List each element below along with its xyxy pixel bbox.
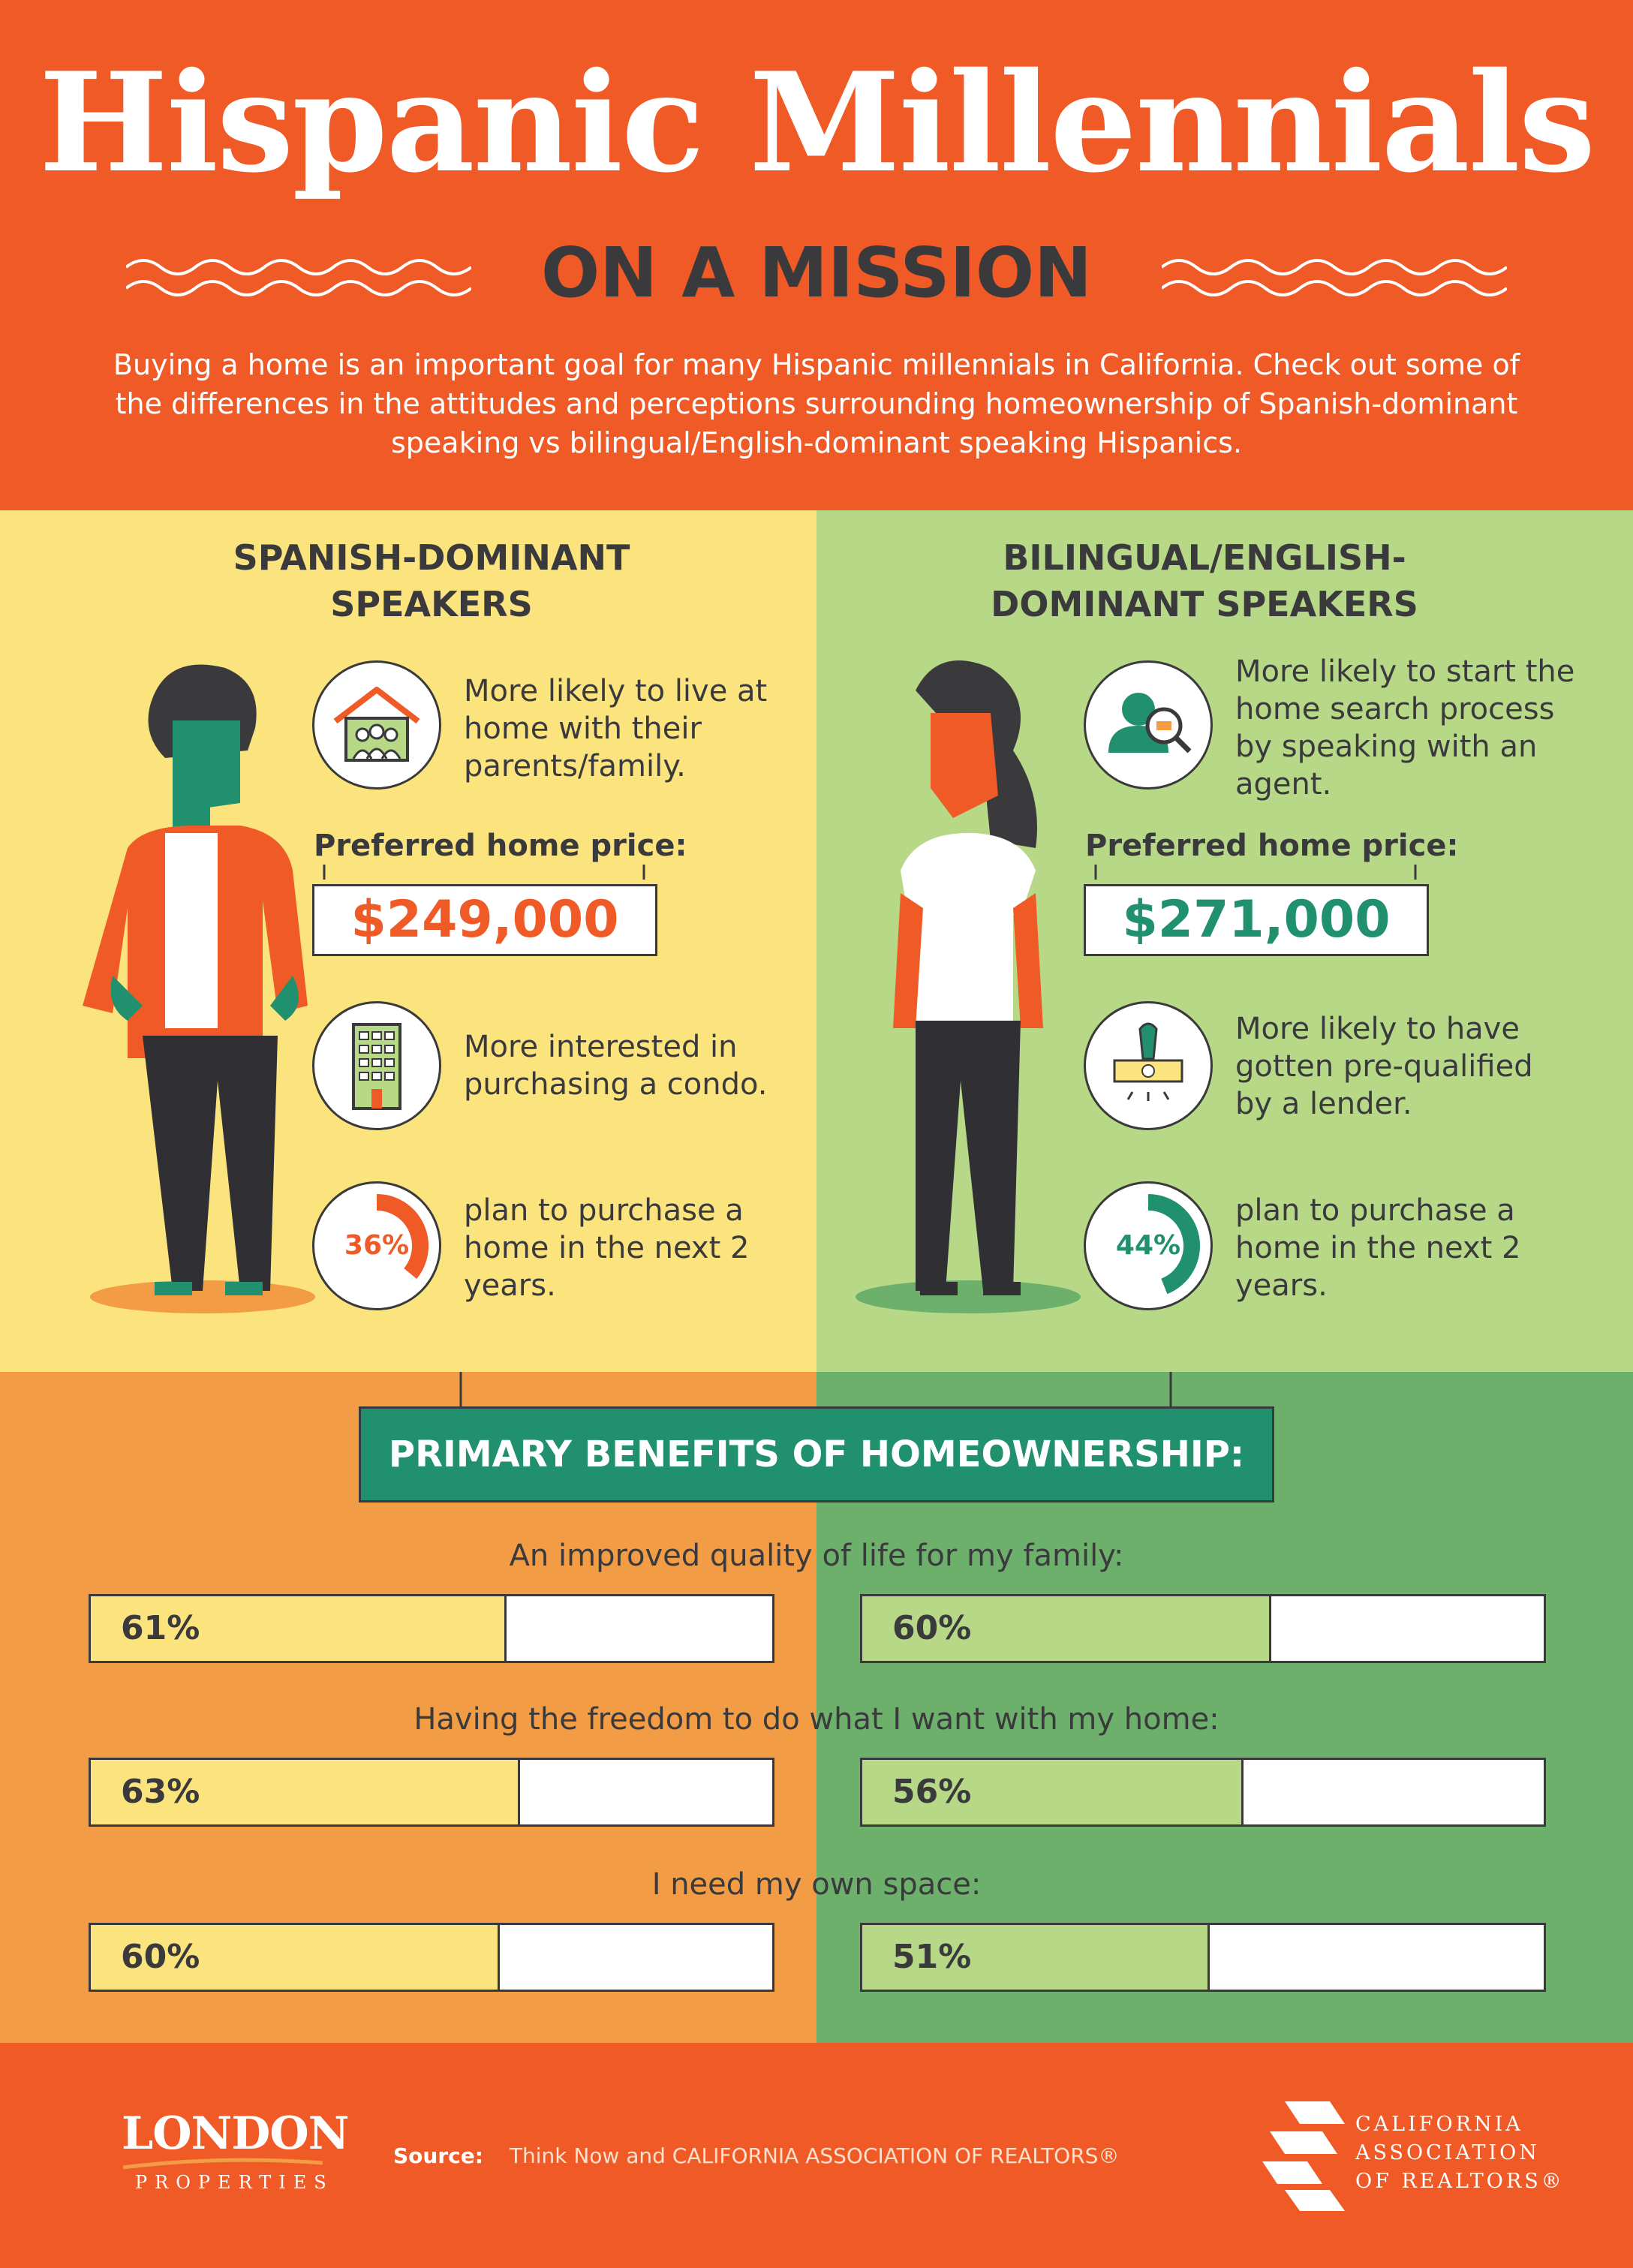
woman-illustration: [856, 660, 1081, 1313]
bar-track: 61%: [89, 1594, 774, 1663]
page-subtitle: ON A MISSION: [540, 233, 1093, 313]
benefits-heading: PRIMARY BENEFITS OF HOMEOWNERSHIP:: [359, 1406, 1274, 1502]
car-line-2: ASSOCIATION: [1355, 2141, 1540, 2164]
logo-london-text: LONDON: [122, 2107, 349, 2160]
bar-fill: [91, 1596, 507, 1661]
spanish-fact-1: More likely to live at home with their p…: [464, 674, 768, 784]
bar-fill: [91, 1925, 500, 1990]
car-line-3: OF REALTORS®: [1355, 2170, 1565, 2193]
house-family-icon: [312, 660, 441, 790]
question-2: Having the freedom to do what I want wit…: [414, 1702, 1219, 1737]
bar-value-label: 60%: [892, 1609, 972, 1647]
spanish-fact-2: More interested in purchasing a condo.: [464, 1030, 768, 1102]
bilingual-panel-title: BILINGUAL/ENGLISH-DOMINANT SPEAKERS: [991, 537, 1418, 624]
spanish-donut-chart: [312, 1181, 441, 1310]
bar-fill: [862, 1760, 1244, 1824]
bilingual-price: $271,000: [1084, 884, 1429, 956]
london-properties-logo: LONDON PROPERTIES: [122, 2107, 349, 2193]
bar-fill: [862, 1925, 1210, 1990]
spanish-donut-value: 36%: [344, 1230, 410, 1261]
wave-decoration-right: [1162, 259, 1507, 296]
source-label: Source:: [393, 2143, 483, 2168]
header-band: [0, 0, 1633, 510]
bar-value-label: 56%: [892, 1773, 972, 1811]
bar-track: 51%: [860, 1923, 1546, 1992]
bilingual-plan-text: plan to purchase a home in the next 2 ye…: [1235, 1193, 1521, 1303]
price-bracket: [1094, 865, 1417, 880]
spanish-plan-text: plan to purchase a home in the next 2 ye…: [464, 1193, 750, 1303]
bar-value-label: 61%: [121, 1609, 200, 1647]
source-line: Source: Think Now and CALIFORNIA ASSOCIA…: [393, 2143, 1119, 2168]
approval-stamp-icon: [1084, 1001, 1213, 1130]
car-line-1: CALIFORNIA: [1355, 2113, 1523, 2136]
footer: [0, 2043, 1633, 2268]
question-3: I need my own space:: [651, 1867, 982, 1902]
bilingual-price-label: Preferred home price:: [1085, 829, 1459, 863]
bar-fill: [862, 1596, 1271, 1661]
connector-lines: [459, 1372, 1172, 1408]
bar-track: 56%: [860, 1758, 1546, 1827]
condo-building-icon: [312, 1001, 441, 1130]
logo-properties-text: PROPERTIES: [135, 2172, 334, 2193]
california-realtors-emblem: [1262, 2101, 1345, 2211]
bar-track: 60%: [89, 1923, 774, 1992]
bar-value-label: 51%: [892, 1938, 972, 1976]
agent-search-icon: [1084, 660, 1213, 790]
bar-value-label: 63%: [121, 1773, 200, 1811]
wave-decoration-left: [126, 259, 471, 296]
bilingual-fact-1: More likely to start the home search pro…: [1235, 654, 1575, 802]
bilingual-donut-chart: [1084, 1181, 1213, 1310]
question-1: An improved quality of life for my famil…: [509, 1539, 1124, 1573]
logo-swoosh: [122, 2158, 323, 2170]
price-bracket: [323, 865, 645, 880]
bar-track: 60%: [860, 1594, 1546, 1663]
man-illustration: [83, 664, 315, 1313]
bilingual-donut-value: 44%: [1115, 1230, 1181, 1261]
bar-track: 63%: [89, 1758, 774, 1827]
spanish-panel-title: SPANISH-DOMINANT SPEAKERS: [233, 537, 630, 624]
bilingual-fact-2: More likely to have gotten pre-qualified…: [1235, 1012, 1533, 1121]
spanish-price: $249,000: [312, 884, 657, 956]
source-text: Think Now and CALIFORNIA ASSOCIATION OF …: [509, 2143, 1120, 2168]
spanish-price-label: Preferred home price:: [314, 829, 687, 863]
intro-text: Buying a home is an important goal for m…: [113, 348, 1520, 459]
page-title: Hispanic Millennials: [38, 42, 1595, 203]
bar-fill: [91, 1760, 521, 1824]
bar-value-label: 60%: [121, 1938, 200, 1976]
california-realtors-logo-text: CALIFORNIA ASSOCIATION OF REALTORS®: [1355, 2110, 1565, 2196]
